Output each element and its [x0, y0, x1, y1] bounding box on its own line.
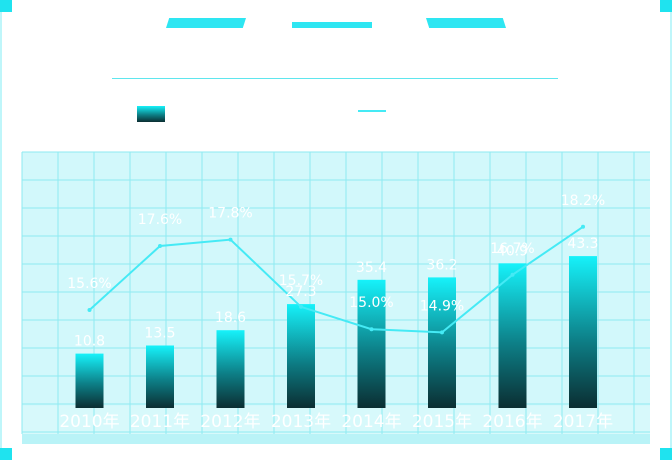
bar-2013年 [287, 304, 315, 408]
bar-value-label: 35.4 [356, 260, 387, 276]
frame-left-edge [0, 12, 2, 448]
x-tick-label: 2011年 [130, 412, 190, 432]
grid-lines [21, 151, 650, 434]
x-tick-label: 2012年 [200, 412, 260, 432]
x-tick-label: 2017年 [553, 412, 613, 432]
data-labels: 10.8 13.5 18.6 27.3 35.4 36.2 40.9 43.3 15.6% 17.… [67, 193, 605, 350]
line-point-2010年 [87, 308, 92, 312]
bar-value-label: 43.3 [567, 236, 598, 252]
bar-2010年 [75, 353, 104, 408]
line-point-2012年 [228, 237, 233, 242]
x-tick-label: 2014年 [341, 412, 401, 432]
line-point-2014年 [369, 327, 374, 332]
line-point-2016年 [510, 272, 515, 277]
x-tick-label: 2013年 [271, 412, 331, 432]
line-point-2015年 [440, 330, 444, 335]
header-tab-right [426, 18, 506, 28]
bottom-decor-bar [22, 434, 650, 444]
x-tick-label: 2010年 [59, 412, 119, 432]
bar-value-label: 13.5 [144, 326, 175, 342]
header-tab-left [166, 18, 246, 28]
line-value-label: 16.7% [490, 241, 534, 257]
line-value-label: 14.9% [420, 298, 464, 314]
bar-2017年 [569, 256, 597, 408]
corner-bottom-left [0, 448, 12, 460]
bar-value-label: 40.9 [497, 243, 528, 259]
line-value-label: 15.6% [67, 276, 111, 292]
x-tick-labels: 2010年 2011年 2012年 2013年 2014年 2015年 2016年 2017年 [59, 412, 613, 432]
bar-2011年 [146, 345, 174, 408]
corner-top-right [660, 0, 672, 12]
bar-value-label: 18.6 [215, 310, 246, 326]
legend-line-swatch [358, 110, 386, 112]
bar-value-label: 10.8 [74, 334, 105, 350]
legend-bar-swatch [137, 106, 165, 122]
line-value-label: 15.0% [349, 295, 393, 311]
bar-series [75, 256, 597, 408]
plot-area [22, 152, 650, 406]
corner-top-left [0, 0, 12, 12]
bar-2016年 [498, 263, 527, 408]
x-tick-label: 2016年 [482, 412, 542, 432]
bar-value-label: 36.2 [426, 257, 457, 273]
frame-right-edge [670, 12, 672, 448]
line-value-label: 18.2% [561, 193, 605, 209]
line-point-2017年 [581, 224, 585, 229]
corner-bottom-right [660, 448, 672, 460]
bar-2015年 [428, 277, 456, 408]
header-tab-center [292, 22, 372, 28]
bar-2014年 [357, 279, 386, 408]
bar-2012年 [216, 330, 245, 408]
line-value-label: 15.7% [279, 273, 323, 289]
line-series [87, 224, 585, 335]
bar-value-label: 27.3 [285, 284, 316, 300]
trend-line [88, 225, 584, 334]
line-value-label: 17.8% [208, 206, 252, 222]
line-point-2011年 [158, 244, 162, 248]
line-value-label: 17.6% [138, 212, 182, 228]
x-tick-label: 2015年 [412, 412, 472, 432]
x-axis-strip [22, 406, 650, 434]
title-divider [112, 78, 558, 79]
line-point-2013年 [299, 304, 303, 309]
